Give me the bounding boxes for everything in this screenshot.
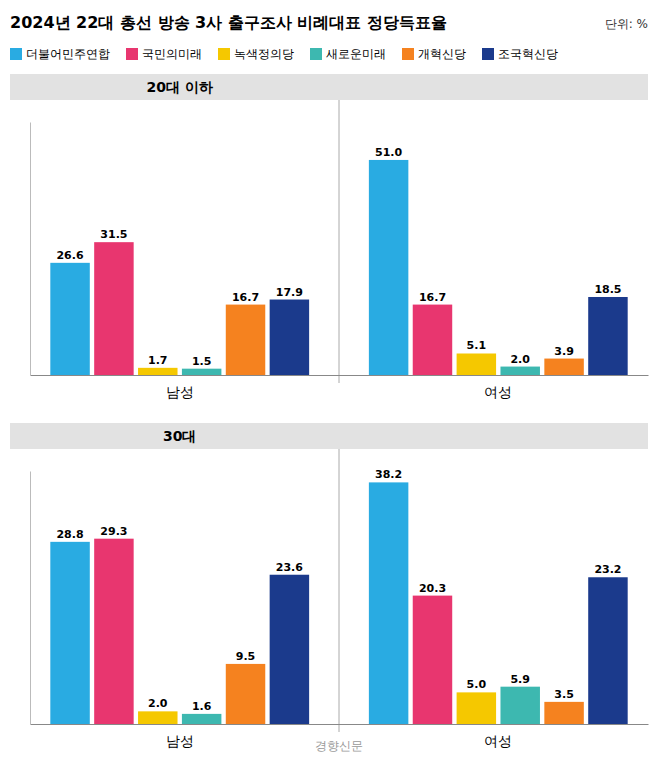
x-axis: 남성 여성 <box>31 375 649 400</box>
data-label: 18.5 <box>594 283 621 296</box>
bar <box>50 263 89 375</box>
x-axis-line <box>31 724 649 725</box>
bar <box>138 711 177 724</box>
panel: 30대 28.8 38.2 29.3 20.3 2.0 5.0 1.6 5.9 9.5 3.5 23.… <box>10 423 649 753</box>
legend-label: 새로운미래 <box>326 47 386 61</box>
data-label: 29.3 <box>100 525 127 538</box>
data-label: 51.0 <box>375 146 402 159</box>
bars <box>50 160 627 375</box>
bar <box>413 596 452 724</box>
x-tick-label: 여성 <box>484 733 512 749</box>
legend-swatch <box>126 48 138 60</box>
data-label: 5.1 <box>467 339 487 352</box>
chart-svg: 2024년 22대 총선 방송 3사 출구조사 비례대표 정당득표율 단위: % 더… <box>0 0 658 766</box>
data-label: 1.6 <box>192 700 212 713</box>
bar <box>457 353 496 375</box>
legend-item: 새로운미래 <box>310 47 386 61</box>
divider <box>339 100 340 383</box>
legend-label: 조국혁신당 <box>498 47 558 61</box>
bar <box>413 305 452 375</box>
data-labels: 26.6 51.0 31.5 16.7 1.7 5.1 1.5 2.0 16.7 3.9 17.9 1… <box>56 146 621 368</box>
data-label: 3.5 <box>554 688 574 701</box>
data-label: 5.0 <box>467 678 487 691</box>
data-label: 1.7 <box>148 354 168 367</box>
legend-swatch <box>402 48 414 60</box>
legend-label: 더불어민주연합 <box>26 47 110 61</box>
data-label: 16.7 <box>419 291 446 304</box>
legend-swatch <box>310 48 322 60</box>
bar <box>500 367 539 375</box>
bar <box>588 297 627 375</box>
y-axis <box>30 123 31 376</box>
data-label: 1.5 <box>192 355 212 368</box>
data-labels: 28.8 38.2 29.3 20.3 2.0 5.0 1.6 5.9 9.5 3.5 23.6 23… <box>56 468 621 712</box>
bar <box>226 305 265 375</box>
bar <box>138 368 177 375</box>
data-label: 38.2 <box>375 468 402 481</box>
data-label: 9.5 <box>236 650 256 663</box>
panel-header <box>10 423 648 449</box>
bar <box>369 160 408 375</box>
bar <box>50 542 89 724</box>
title: 2024년 22대 총선 방송 3사 출구조사 비례대표 정당득표율 <box>10 13 447 32</box>
bar <box>270 300 309 375</box>
legend-swatch <box>482 48 494 60</box>
y-axis-line <box>30 123 31 376</box>
legend-swatch <box>218 48 230 60</box>
divider <box>339 449 340 732</box>
data-label: 31.5 <box>100 228 127 241</box>
x-tick: 여성 <box>484 375 512 400</box>
subtitle: 단위: % <box>605 17 648 31</box>
data-label: 16.7 <box>232 291 259 304</box>
data-label: 23.6 <box>276 561 303 574</box>
legend-item: 조국혁신당 <box>482 47 558 61</box>
bar <box>457 692 496 724</box>
bar <box>544 702 583 724</box>
panel-label: 30대 <box>163 428 196 444</box>
panel-label: 20대 이하 <box>147 79 213 95</box>
x-tick-label: 여성 <box>484 384 512 400</box>
bar <box>182 369 221 375</box>
x-axis-line <box>31 375 649 376</box>
legend-item: 개혁신당 <box>402 47 466 61</box>
legend-item: 더불어민주연합 <box>10 47 110 61</box>
bar <box>369 482 408 724</box>
data-label: 2.0 <box>510 353 530 366</box>
data-label: 5.9 <box>510 673 530 686</box>
bar <box>588 577 627 724</box>
data-label: 2.0 <box>148 697 168 710</box>
bar <box>270 575 309 724</box>
bar <box>182 714 221 724</box>
legend-label: 개혁신당 <box>418 47 466 61</box>
x-tick: 남성 <box>166 724 194 749</box>
bar <box>94 539 133 724</box>
y-axis-line <box>30 472 31 725</box>
bar <box>94 242 133 375</box>
bar <box>544 359 583 375</box>
y-axis <box>30 472 31 725</box>
annotation: 경향신문 <box>315 739 363 753</box>
data-label: 26.6 <box>56 249 83 262</box>
legend-swatch <box>10 48 22 60</box>
panel: 20대 이하 26.6 51.0 31.5 16.7 1.7 5.1 1.5 2.0 16.7 3.… <box>10 74 649 400</box>
chart-container: 2024년 22대 총선 방송 3사 출구조사 비례대표 정당득표율 단위: % 더… <box>0 0 658 766</box>
x-tick: 남성 <box>166 375 194 400</box>
data-label: 23.2 <box>594 563 621 576</box>
x-tick-label: 남성 <box>166 384 194 400</box>
legend-item: 녹색정의당 <box>218 47 294 61</box>
data-label: 28.8 <box>56 528 83 541</box>
x-tick-label: 남성 <box>166 733 194 749</box>
data-label: 20.3 <box>419 582 446 595</box>
bar <box>226 664 265 724</box>
legend-label: 국민의미래 <box>142 47 202 61</box>
data-label: 17.9 <box>276 286 303 299</box>
bars <box>50 482 627 724</box>
panel-header <box>10 74 648 100</box>
legend: 더불어민주연합 국민의미래 녹색정의당 새로운미래 개혁신당 조국혁신당 <box>10 47 558 61</box>
bar <box>500 687 539 724</box>
x-tick: 여성 <box>484 724 512 749</box>
data-label: 3.9 <box>554 345 574 358</box>
legend-label: 녹색정의당 <box>234 47 294 61</box>
legend-item: 국민의미래 <box>126 47 202 61</box>
